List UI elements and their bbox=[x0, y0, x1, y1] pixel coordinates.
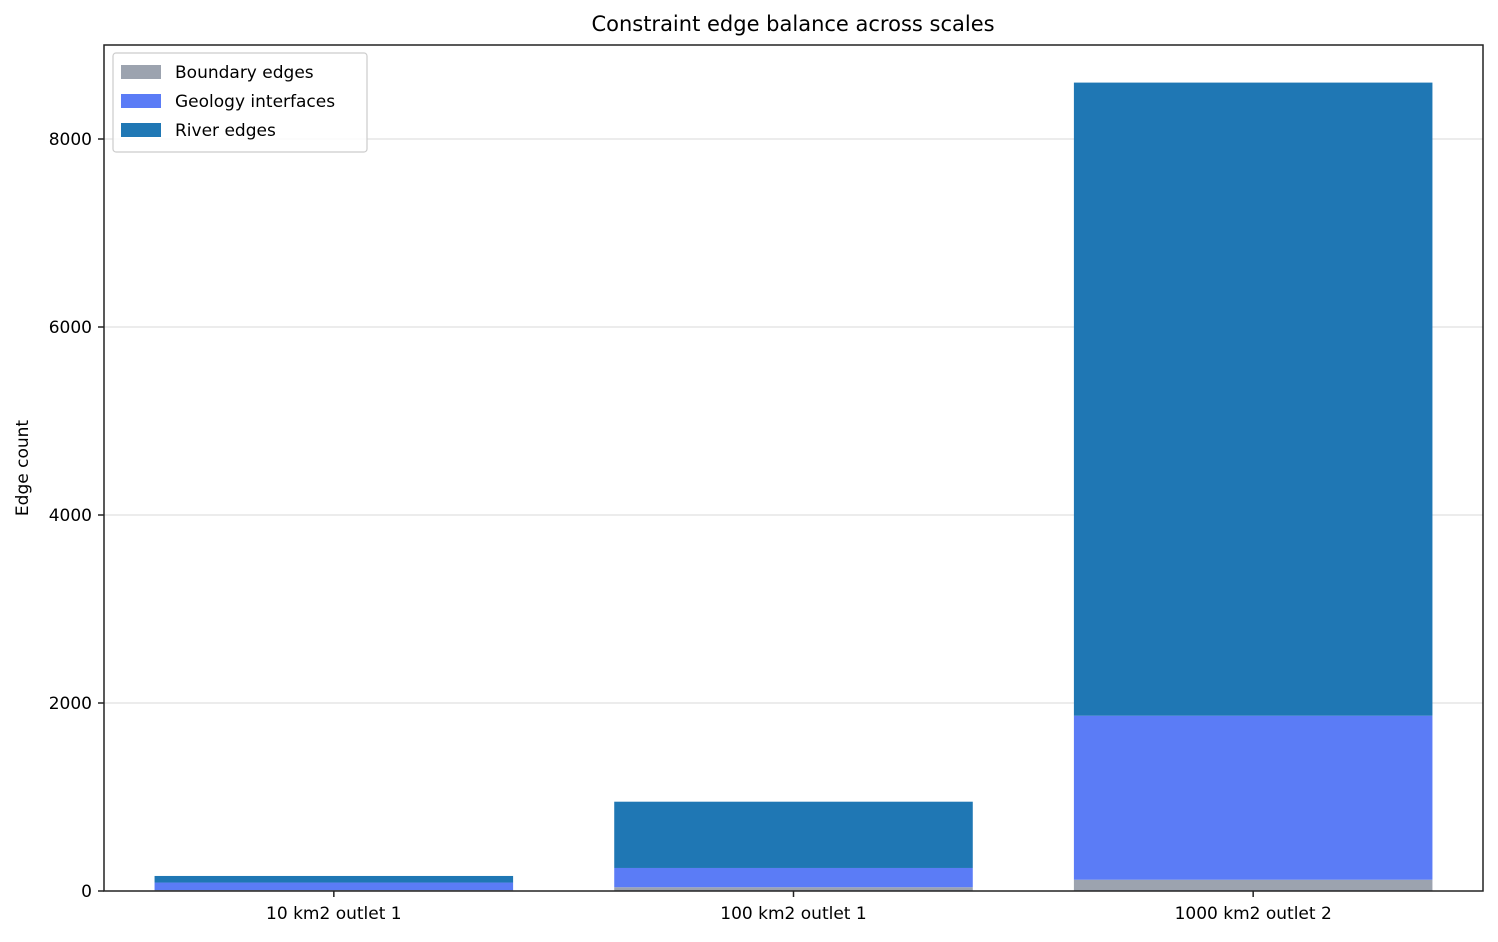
legend-label: Geology interfaces bbox=[175, 92, 335, 112]
legend-swatch bbox=[121, 65, 161, 79]
bar-segment-boundary-edges bbox=[1073, 879, 1433, 891]
x-tick-label: 100 km2 outlet 1 bbox=[720, 904, 866, 924]
y-axis: 0 2000 4000 6000 8000 bbox=[49, 130, 104, 902]
y-tick-label: 8000 bbox=[49, 130, 92, 150]
y-tick-label: 6000 bbox=[49, 318, 92, 338]
y-tick-label: 0 bbox=[81, 882, 92, 902]
bar-segment-river-edges bbox=[154, 875, 514, 883]
legend-swatch bbox=[121, 94, 161, 108]
x-tick-label: 1000 km2 outlet 2 bbox=[1175, 904, 1332, 924]
chart-title: Constraint edge balance across scales bbox=[591, 12, 994, 36]
x-axis: 10 km2 outlet 1 100 km2 outlet 1 1000 km2 … bbox=[266, 891, 1332, 924]
bar-segment-geology-interfaces bbox=[154, 882, 514, 891]
y-tick-label: 4000 bbox=[49, 506, 92, 526]
legend-label: River edges bbox=[175, 121, 276, 141]
bar-segment-river-edges bbox=[614, 801, 973, 868]
legend-label: Boundary edges bbox=[175, 63, 314, 83]
legend: Boundary edges Geology interfaces River ed… bbox=[112, 52, 368, 153]
x-tick-label: 10 km2 outlet 1 bbox=[266, 904, 402, 924]
bar-segment-geology-interfaces bbox=[614, 867, 973, 888]
legend-box bbox=[112, 52, 368, 153]
y-tick-label: 2000 bbox=[49, 694, 92, 714]
legend-swatch bbox=[121, 123, 161, 137]
y-axis-label: Edge count bbox=[13, 420, 33, 516]
bar-segment-geology-interfaces bbox=[1073, 715, 1433, 880]
bars bbox=[154, 82, 1433, 891]
bar-segment-river-edges bbox=[1073, 82, 1433, 716]
bar-segment-boundary-edges bbox=[614, 887, 973, 891]
